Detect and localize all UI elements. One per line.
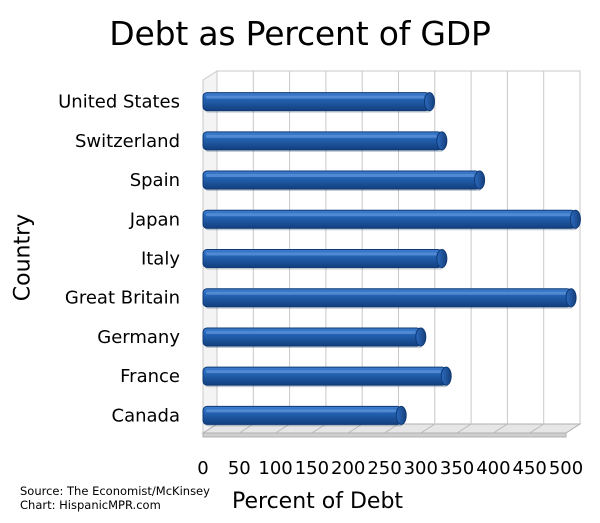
x-tick-labels: 0 50 100 150 200 250 300 350 400 450 500	[197, 458, 583, 479]
x-tick-label: 250	[367, 458, 401, 479]
bar-body	[202, 209, 576, 229]
category-label: Switzerland	[75, 131, 180, 152]
category-label: Germany	[97, 327, 180, 348]
bar-cap	[436, 131, 448, 151]
floor-grid-line	[456, 423, 472, 434]
category-label: Japan	[129, 209, 180, 230]
bar	[202, 92, 436, 113]
floor-grid-line	[347, 423, 363, 434]
bar	[202, 366, 452, 388]
floor-grid-line	[384, 423, 399, 434]
floor-grid-line	[239, 423, 254, 434]
chart-title: Debt as Percent of GDP	[109, 14, 491, 53]
x-tick-label: 50	[228, 458, 251, 479]
x-tick-label: 300	[404, 458, 438, 479]
bar-body	[202, 92, 431, 112]
bar-body	[202, 327, 422, 347]
bar-cap	[424, 92, 436, 112]
floor-grid-line	[529, 423, 544, 434]
floor-grid-line	[275, 423, 290, 434]
bar-body	[202, 288, 572, 308]
floor-grid-line	[202, 423, 218, 434]
bar-body	[202, 366, 447, 386]
category-label: Great Britain	[65, 288, 180, 309]
bar	[202, 131, 448, 152]
x-tick-label: 150	[295, 458, 329, 479]
x-tick-label: 0	[197, 458, 208, 479]
x-tick-label: 500	[549, 458, 583, 479]
bar	[202, 209, 581, 231]
bar-highlight	[206, 174, 475, 178]
bar-cap	[440, 366, 452, 386]
bar-highlight	[206, 252, 437, 256]
grid-lines	[202, 71, 581, 434]
x-tick-label: 200	[331, 458, 365, 479]
y-axis-label-wrap: Country	[8, 190, 38, 330]
bar	[202, 327, 427, 348]
floor-grid-line	[311, 423, 327, 434]
x-tick-label: 400	[476, 458, 510, 479]
category-label: Canada	[112, 405, 181, 426]
bar-cap	[415, 327, 427, 347]
bar-highlight	[206, 370, 442, 374]
x-tick-label: 450	[513, 458, 547, 479]
bar-highlight	[206, 330, 416, 334]
category-label: United States	[58, 92, 180, 113]
bar	[202, 405, 407, 427]
floor-grid-line	[420, 423, 436, 434]
bar	[202, 249, 448, 270]
floor-grid-line	[493, 423, 508, 434]
floor-edge	[202, 432, 567, 438]
bar-highlight	[206, 95, 425, 99]
floor-grid-line	[565, 423, 581, 434]
bar-cap	[474, 170, 486, 190]
category-labels: United States Switzerland Spain Japan Italy G…	[58, 92, 180, 427]
bar	[202, 288, 577, 309]
x-tick-label: 100	[258, 458, 292, 479]
source-note: Source: The Economist/McKinsey Chart: Hi…	[20, 484, 210, 512]
source-line: Source: The Economist/McKinsey	[20, 484, 210, 498]
bar-cap	[395, 405, 407, 425]
bar-highlight	[206, 134, 437, 138]
category-label: Italy	[141, 249, 180, 270]
bar-cap	[565, 288, 577, 308]
bar-cap	[436, 249, 448, 268]
bar-body	[202, 405, 402, 425]
x-axis-label: Percent of Debt	[232, 489, 404, 514]
x-tick-label: 350	[440, 458, 474, 479]
category-label: France	[120, 366, 180, 387]
bar-body	[202, 170, 481, 190]
bar-highlight	[206, 213, 571, 217]
bar-body	[202, 131, 443, 151]
bar-highlight	[206, 291, 567, 295]
bars	[202, 92, 581, 427]
bar	[202, 170, 486, 192]
bar-body	[202, 249, 443, 268]
category-label: Spain	[130, 170, 180, 191]
bar-highlight	[206, 409, 397, 413]
y-axis-label: Country	[10, 213, 36, 302]
source-line: Chart: HispanicMPR.com	[20, 498, 161, 512]
bar-cap	[569, 209, 581, 229]
